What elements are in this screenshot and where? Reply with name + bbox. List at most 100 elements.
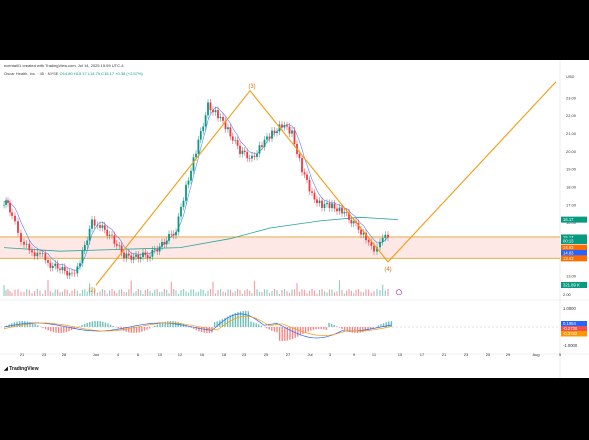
attribution-line: ecentai01 created with TradingView.com, … [4, 63, 124, 68]
volume-bar [323, 291, 326, 296]
macd-histogram-bar [291, 327, 294, 339]
time-axis-tick: 11 [372, 352, 377, 357]
price-axis-tick: 17.00 [566, 202, 577, 207]
candle-body [91, 219, 93, 229]
volume-bar [31, 293, 33, 296]
candle-body [23, 241, 25, 245]
volume-bar [376, 289, 378, 296]
time-axis-tick: 3 [329, 352, 332, 357]
time-axis-tick: 23 [464, 352, 469, 357]
candle-body [96, 225, 99, 226]
macd-histogram-bar [78, 326, 81, 327]
macd-histogram-bar [148, 327, 151, 329]
candle-body [236, 140, 239, 146]
time-axis-tick: 21 [442, 352, 447, 357]
volume-bar [222, 291, 224, 296]
candle-body [341, 207, 343, 214]
macd-histogram-bar [55, 327, 57, 333]
candle-body [192, 157, 195, 171]
candle-body [248, 158, 251, 159]
volume-bar [154, 289, 156, 296]
macd-histogram-bar [50, 327, 52, 332]
candle-body [177, 216, 180, 232]
candle-body [268, 136, 271, 139]
time-axis-tick: 6 [137, 352, 140, 357]
candle-body [17, 221, 19, 233]
macd-histogram-bar [367, 327, 369, 331]
price-axis-tick: 19.00 [566, 167, 577, 172]
volume-bar [263, 289, 266, 296]
volume-bar [14, 289, 16, 296]
volume-bar [355, 289, 357, 296]
volume-bar [293, 289, 296, 296]
macd-histogram-bar [60, 327, 62, 333]
volume-bar [94, 289, 96, 296]
time-axis-tick: 25 [264, 352, 269, 357]
volume-bar [163, 289, 165, 296]
candle-body [175, 231, 177, 236]
macd-histogram-bar [47, 327, 49, 331]
macd-histogram-bar [315, 327, 317, 330]
macd-histogram-bar [68, 327, 70, 332]
candle-body [3, 204, 5, 206]
volume-bar [229, 289, 231, 296]
volume-bar [161, 291, 163, 296]
volume-bar [321, 289, 323, 296]
volume-bar [209, 289, 212, 296]
candle-body [146, 255, 149, 259]
volume-bar [239, 290, 241, 296]
volume-bar [81, 289, 83, 296]
candle-body [214, 110, 217, 113]
macd-histogram-bar [304, 327, 307, 333]
price-axis-tick: 23.00 [566, 95, 577, 100]
volume-bar [61, 291, 63, 296]
candle-body [158, 246, 161, 252]
volume-bar [130, 280, 132, 296]
price-label-text: 15.17 [563, 235, 574, 240]
price-axis-tick: 13.00 [566, 274, 577, 279]
candle-body [180, 206, 182, 217]
candle-body [217, 110, 219, 119]
volume-bar [74, 289, 76, 296]
candle-body [224, 120, 227, 130]
candle-body [350, 219, 353, 224]
macd-histogram-bar [265, 327, 268, 329]
candle-body [195, 153, 197, 158]
macd-histogram-bar [83, 323, 86, 327]
price-label-tag [561, 238, 587, 245]
candle-body [156, 249, 159, 252]
candle-body [276, 131, 278, 134]
macd-histogram-bar [234, 312, 237, 327]
price-axis-tick: 21.00 [566, 131, 577, 136]
macd-histogram-bar [242, 311, 244, 327]
volume-bar [232, 292, 234, 296]
candle-body [20, 232, 22, 242]
wave-label: (4) [384, 267, 391, 273]
symbol-title: Oscar Health, Inc. · 45 · NYSE [4, 71, 59, 76]
macd-histogram-bar [164, 321, 166, 327]
time-axis-tick: 16 [200, 352, 205, 357]
pattern-projection-line [95, 81, 557, 286]
candle-body [39, 252, 41, 254]
volume-bar [288, 292, 291, 296]
candle-body [303, 172, 306, 175]
macd-label-text: 1.0000 [563, 306, 576, 311]
candle-body [271, 130, 273, 139]
price-chart[interactable]: (2)(3)(4)13.0014.0015.0016.0017.0018.001… [0, 60, 589, 378]
time-axis-tick: 10 [158, 352, 163, 357]
volume-bar [258, 291, 261, 296]
candle-body [88, 228, 91, 241]
macd-histogram-bar [156, 324, 159, 327]
volume-bar [276, 290, 278, 296]
macd-histogram-bar [102, 321, 104, 327]
candle-body [222, 116, 224, 121]
candle-body [14, 215, 16, 222]
macd-label-text: -0.2730 [563, 326, 578, 331]
volume-bar [365, 289, 367, 296]
macd-histogram-bar [310, 327, 312, 331]
price-label-text: 14.93 [563, 245, 574, 250]
volume-bar [170, 281, 172, 296]
candle-body [165, 240, 168, 245]
price-label-text: 13.63 [563, 256, 574, 261]
volume-bar [246, 289, 248, 296]
